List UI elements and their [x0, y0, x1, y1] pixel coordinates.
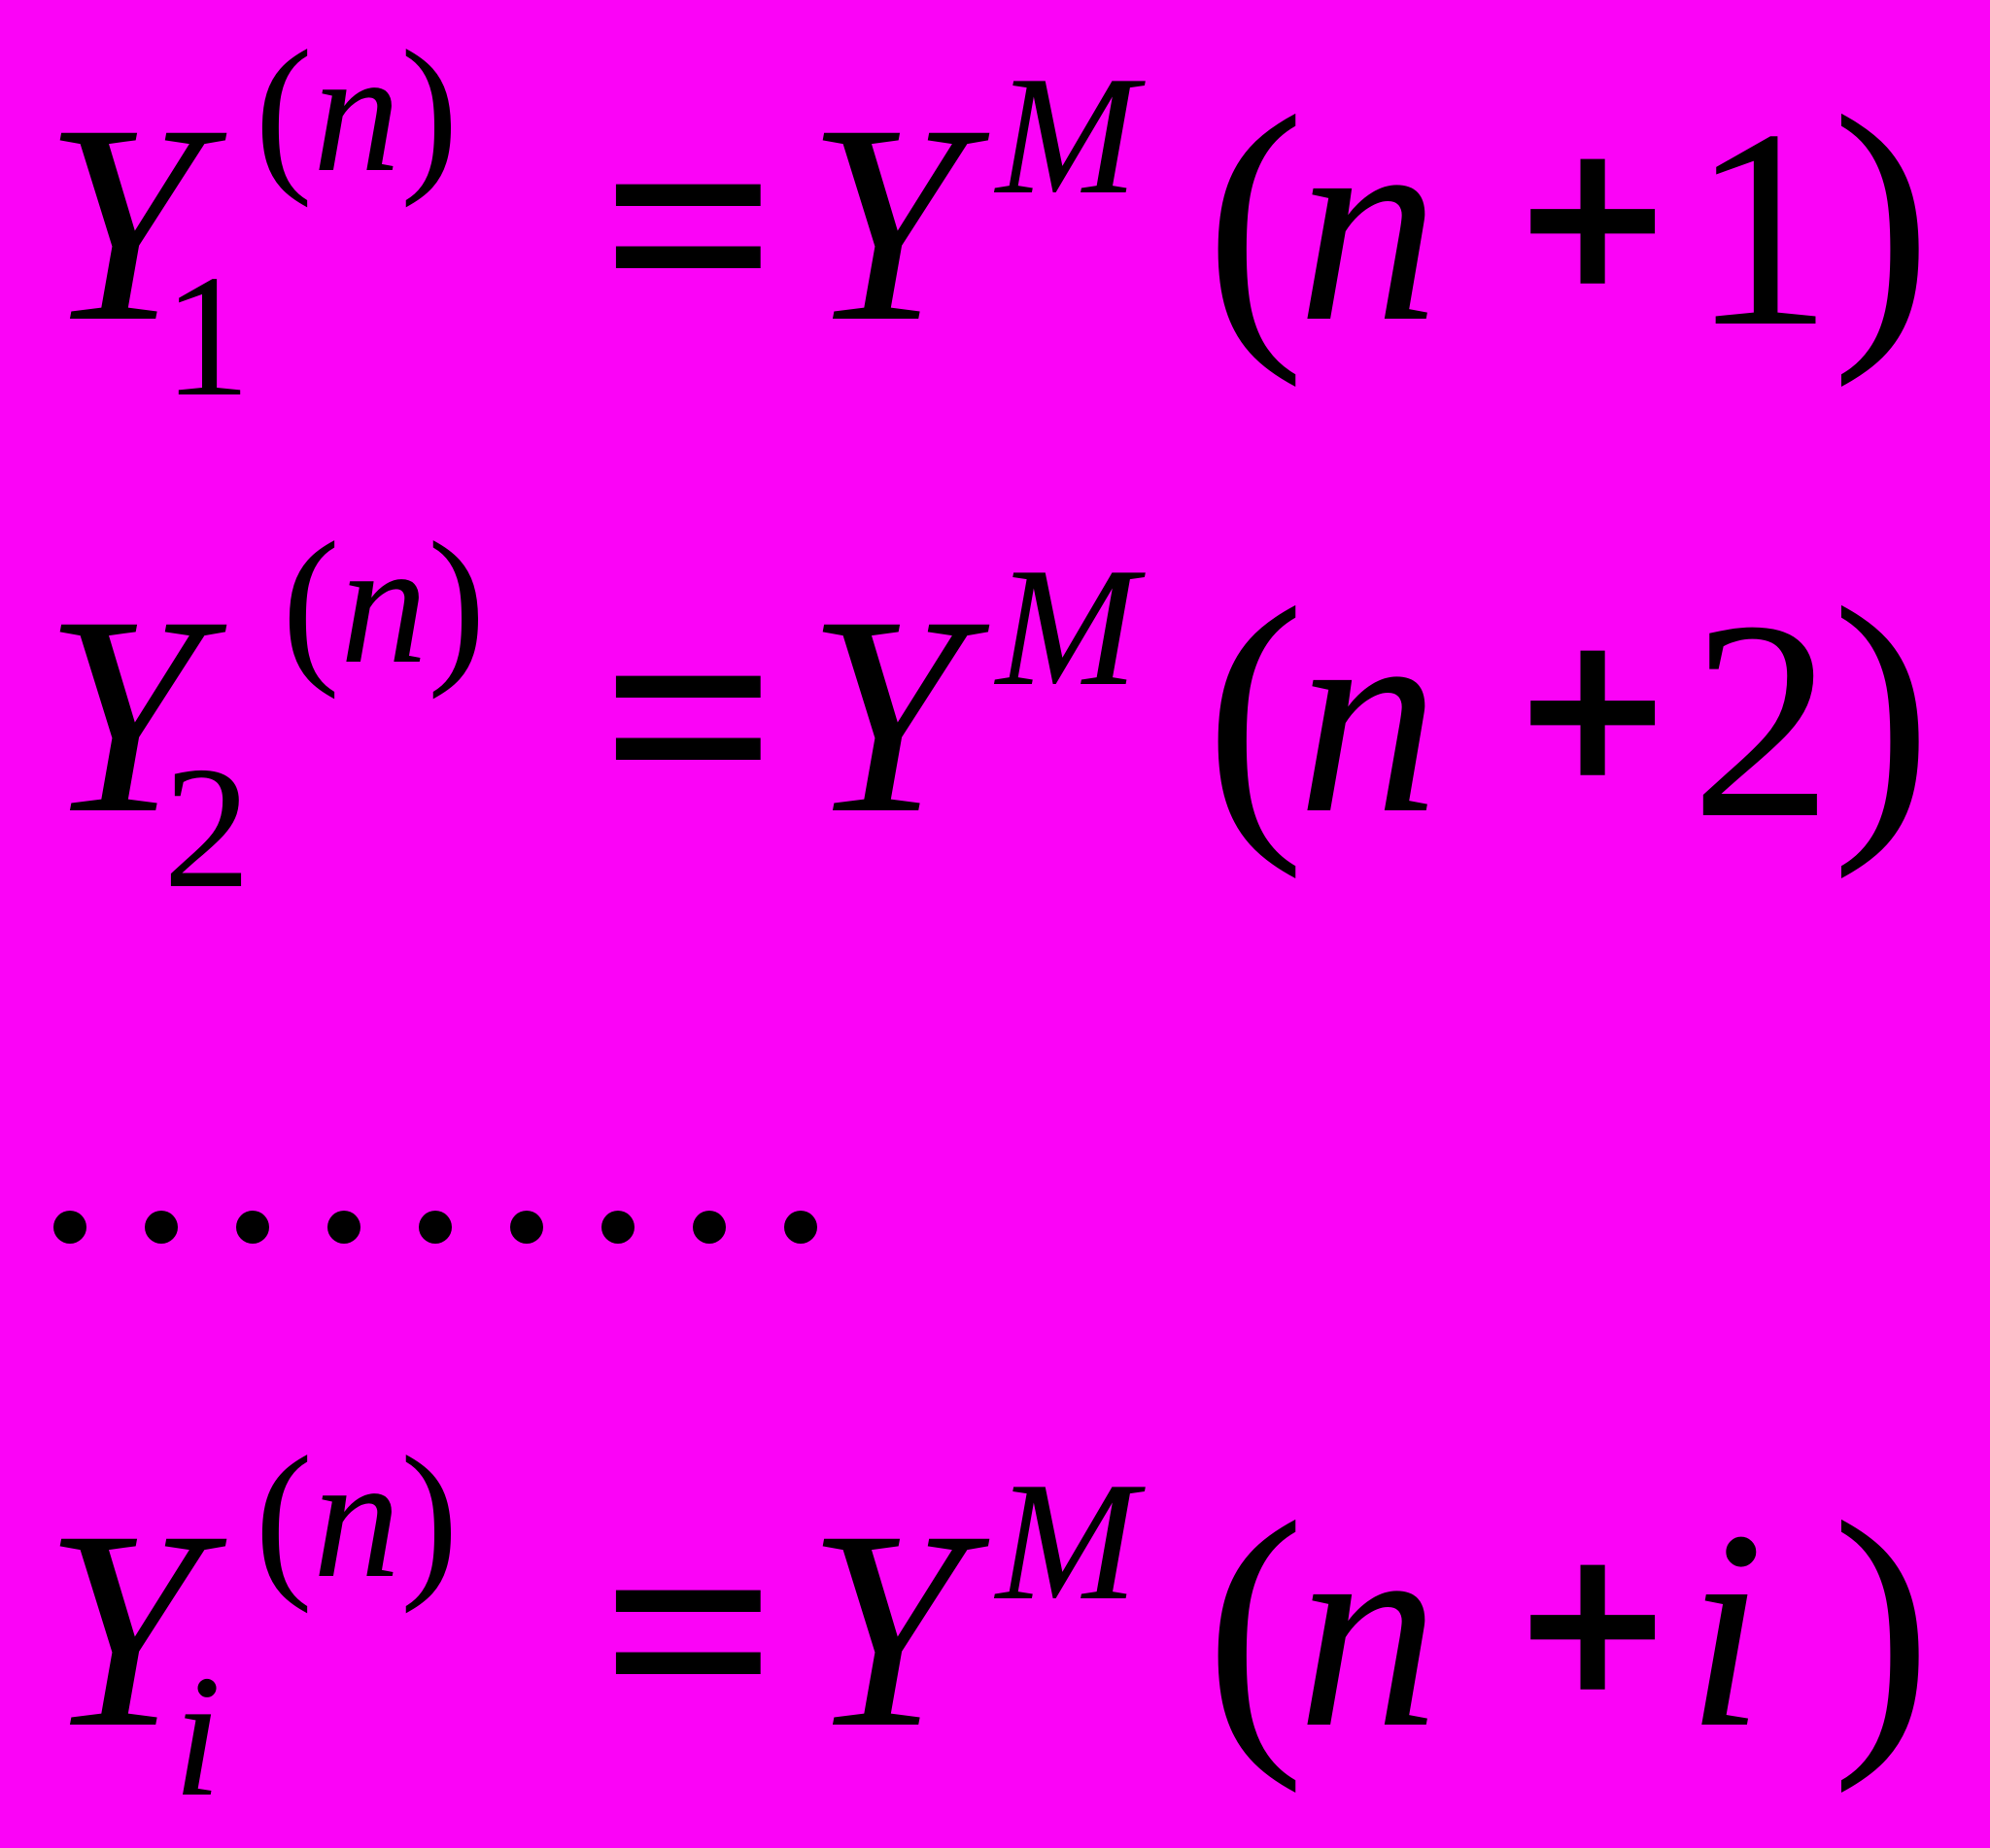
lhs-subscript: i [173, 1639, 223, 1832]
superscript-variable: n [339, 506, 428, 700]
open-paren: ( [1205, 1461, 1306, 1795]
ellipsis-dot [784, 1211, 817, 1244]
argument-variable: n [1297, 559, 1439, 873]
superscript-close-paren: ) [399, 15, 459, 208]
derivative-order-superscript: (n) [255, 24, 459, 199]
plus-operator: + [1517, 572, 1667, 852]
open-paren: ( [1205, 547, 1306, 880]
argument-offset: 2 [1691, 564, 1833, 877]
close-paren: ) [1832, 55, 1933, 389]
argument-offset: 1 [1691, 72, 1833, 386]
plus-operator: + [1517, 1487, 1667, 1766]
derivative-order-superscript: (n) [255, 1430, 459, 1605]
argument-variable: n [1297, 1473, 1439, 1787]
ellipsis-dot [53, 1211, 86, 1244]
rhs-variable: Y [806, 67, 965, 381]
superscript-open-paren: ( [282, 506, 340, 700]
rhs-superscript-M: M [996, 41, 1138, 229]
equation-1: Y (n) 1 = Y M ( n + 1 ) [39, 24, 1982, 457]
close-paren: ) [1832, 1461, 1933, 1795]
lhs-subscript: 2 [163, 731, 251, 924]
equation-2: Y (n) 2 = Y M ( n + 2 ) [39, 516, 1982, 948]
superscript-close-paren: ) [427, 506, 486, 700]
continuation-ellipsis [53, 1194, 817, 1260]
superscript-open-paren: ( [255, 15, 313, 208]
ellipsis-dot [510, 1211, 543, 1244]
lhs-variable: Y [44, 559, 202, 873]
ellipsis-dot [601, 1211, 635, 1244]
superscript-variable: n [312, 1420, 400, 1614]
argument-variable: n [1297, 67, 1439, 381]
ellipsis-dot [419, 1211, 452, 1244]
open-paren: ( [1205, 55, 1306, 389]
ellipsis-dot [145, 1211, 178, 1244]
plus-operator: + [1517, 81, 1667, 360]
lhs-variable: Y [44, 67, 202, 381]
argument-offset: i [1686, 1473, 1766, 1787]
lhs-subscript: 1 [163, 239, 251, 432]
superscript-open-paren: ( [255, 1420, 313, 1614]
equals-sign: = [600, 1459, 778, 1803]
lhs-variable: Y [44, 1473, 202, 1787]
ellipsis-dot [327, 1211, 360, 1244]
derivative-order-superscript: (n) [282, 516, 486, 691]
superscript-variable: n [312, 15, 400, 208]
equation-3: Y (n) i = Y M ( n + i ) [39, 1430, 1982, 1848]
ellipsis-dot [236, 1211, 269, 1244]
equals-sign: = [600, 545, 778, 889]
superscript-close-paren: ) [399, 1420, 459, 1614]
equals-sign: = [600, 53, 778, 397]
ellipsis-dot [693, 1211, 726, 1244]
rhs-superscript-M: M [996, 532, 1138, 721]
rhs-variable: Y [806, 1473, 965, 1787]
rhs-variable: Y [806, 559, 965, 873]
close-paren: ) [1832, 547, 1933, 880]
rhs-superscript-M: M [996, 1447, 1138, 1635]
